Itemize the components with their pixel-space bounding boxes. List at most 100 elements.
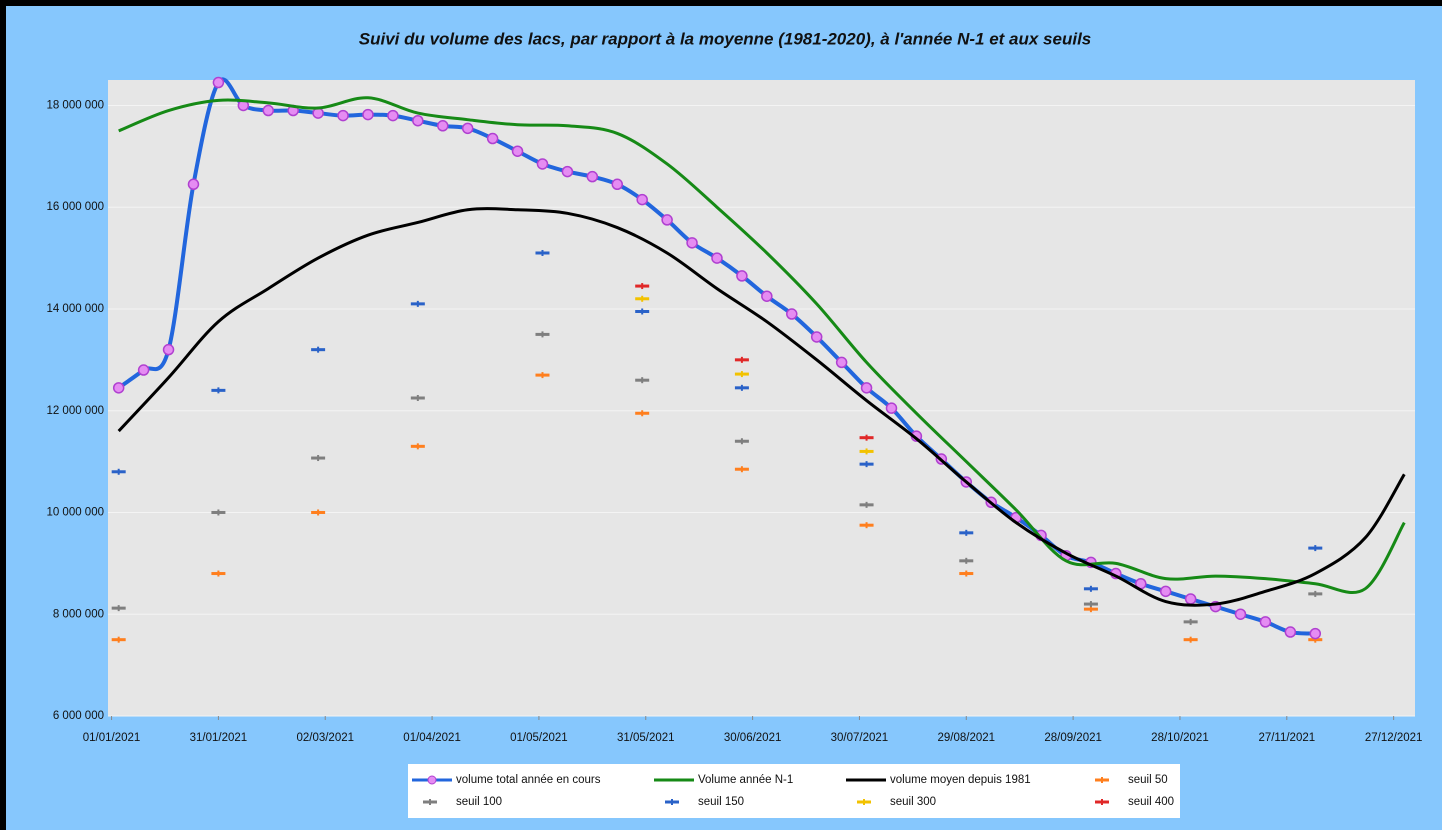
point-marker [262, 104, 275, 117]
x-tick-label: 30/06/2021 [724, 732, 782, 744]
y-tick-label: 10 000 000 [46, 507, 104, 519]
point-marker [1309, 627, 1322, 640]
legend-label: volume moyen depuis 1981 [890, 774, 1031, 786]
x-tick-label: 01/05/2021 [510, 732, 568, 744]
threshold-marker [1308, 636, 1323, 643]
legend-swatch-marker [427, 775, 437, 785]
x-tick-label: 01/04/2021 [403, 732, 461, 744]
x-tick-label: 31/05/2021 [617, 732, 675, 744]
legend-box [408, 764, 1180, 818]
point-marker [112, 382, 125, 394]
border-top [0, 0, 1442, 6]
series-line [117, 207, 1406, 607]
border-left [0, 0, 6, 830]
point-marker [561, 165, 574, 178]
point-marker [885, 402, 898, 414]
threshold-marker [859, 448, 874, 455]
threshold-marker [111, 605, 126, 612]
legend-swatch [665, 799, 679, 805]
threshold-marker [535, 331, 550, 338]
series-line [118, 96, 1406, 595]
threshold-marker [959, 557, 974, 564]
threshold-marker [635, 308, 650, 315]
point-marker [312, 107, 324, 119]
threshold-marker [211, 509, 226, 516]
threshold-marker [311, 509, 326, 516]
point-marker [362, 108, 374, 121]
threshold-marker [859, 461, 874, 468]
threshold-marker [535, 249, 550, 256]
point-marker [835, 356, 848, 369]
point-marker [1234, 608, 1247, 620]
threshold-marker [734, 438, 749, 445]
point-marker [810, 331, 823, 343]
legend-label: seuil 150 [698, 796, 744, 808]
threshold-marker [211, 387, 226, 394]
threshold-marker [410, 443, 425, 450]
threshold-marker [535, 372, 550, 379]
legend-swatch [1095, 799, 1109, 805]
point-marker [1184, 593, 1197, 605]
threshold-marker [734, 371, 749, 378]
threshold-marker [734, 356, 749, 363]
threshold-marker [1308, 545, 1323, 552]
x-tick-label: 02/03/2021 [296, 732, 354, 744]
y-tick-label: 14 000 000 [46, 303, 104, 315]
point-marker [162, 343, 175, 356]
point-marker [1259, 616, 1272, 628]
point-marker [711, 252, 723, 264]
threshold-marker [1083, 585, 1098, 592]
threshold-marker [410, 395, 425, 401]
threshold-marker [111, 636, 126, 643]
threshold-marker [635, 283, 650, 290]
point-marker [1159, 585, 1172, 598]
point-marker [437, 120, 449, 132]
point-marker [586, 170, 599, 183]
point-marker [686, 237, 698, 249]
plot-area [108, 80, 1415, 716]
threshold-marker [1083, 606, 1098, 613]
point-marker [337, 109, 349, 122]
y-tick-label: 16 000 000 [46, 201, 104, 213]
x-tick-label: 27/11/2021 [1258, 732, 1315, 744]
point-marker [736, 270, 748, 282]
x-tick-label: 30/07/2021 [831, 732, 889, 744]
threshold-marker [635, 377, 650, 384]
point-marker [387, 109, 399, 122]
x-tick-label: 01/01/2021 [83, 732, 141, 744]
x-tick-label: 28/09/2021 [1044, 732, 1102, 744]
threshold-marker [1308, 590, 1323, 597]
point-marker [1284, 626, 1297, 638]
legend-label: seuil 300 [890, 796, 936, 808]
point-marker [461, 122, 474, 135]
y-tick-label: 12 000 000 [46, 405, 104, 417]
point-marker [137, 364, 150, 376]
point-marker [661, 214, 673, 226]
legend-label: volume total année en cours [456, 774, 601, 786]
threshold-marker [859, 522, 874, 529]
x-tick-label: 29/08/2021 [937, 732, 995, 744]
point-marker [761, 290, 773, 302]
threshold-marker [959, 529, 974, 536]
y-tick-label: 18 000 000 [46, 99, 104, 111]
legend-swatch [1095, 777, 1109, 783]
legend-label: seuil 50 [1128, 774, 1168, 786]
threshold-marker [1083, 601, 1098, 608]
threshold-marker [111, 468, 126, 475]
legend-label: Volume année N-1 [698, 774, 793, 786]
x-tick-label: 28/10/2021 [1151, 732, 1209, 744]
legend-swatch [857, 799, 871, 805]
threshold-marker [311, 455, 326, 462]
threshold-marker [410, 300, 425, 307]
point-marker [187, 178, 200, 191]
threshold-marker [859, 434, 874, 441]
point-marker [511, 145, 524, 157]
threshold-marker [311, 346, 326, 353]
point-marker [611, 178, 624, 191]
point-marker [860, 382, 873, 394]
point-marker [536, 158, 549, 170]
legend-label: seuil 400 [1128, 796, 1174, 808]
threshold-marker [635, 295, 650, 302]
threshold-marker [1183, 618, 1198, 625]
